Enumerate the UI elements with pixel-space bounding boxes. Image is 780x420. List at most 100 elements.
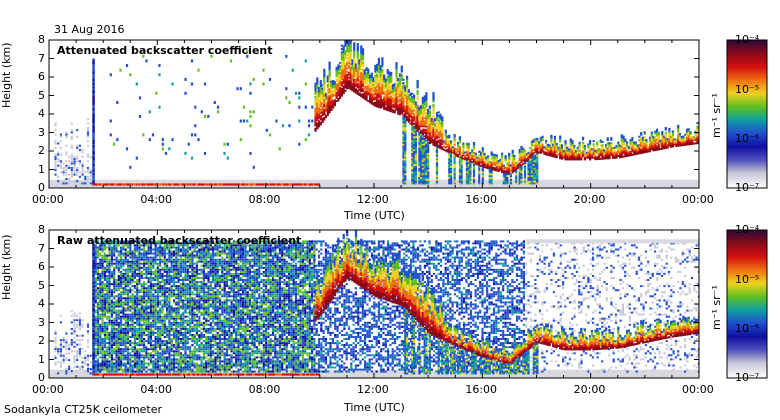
fallstreak-cell [435,182,439,185]
cloud-cell [367,90,370,93]
noise-cell [110,340,113,343]
cloud-cell [696,125,699,128]
noise-cell [108,334,111,336]
noise-cell [126,244,130,247]
noise-cell [108,342,111,345]
noise-cell [117,240,120,243]
cloud-cell [367,70,370,73]
cloud-cell [555,149,558,152]
cloud-cell [442,140,446,143]
cloud-cell [608,155,611,158]
cloud-cell [643,149,646,152]
speckle-cell [249,151,252,155]
cloud-cell [513,161,516,164]
noise-cell [94,264,97,267]
noise-cell [96,315,100,318]
cloud-cell [513,156,516,159]
cloud-cell [469,157,472,160]
ground-layer-cell [300,183,303,186]
cloud-cell [383,74,386,77]
fallstreak-cell [490,176,493,179]
streak-cell [92,132,95,135]
noise-cell [129,360,132,363]
fallstreak-cell [418,154,421,157]
cloud-cell [518,157,521,160]
cloud-cell [539,138,542,141]
noise-cell [120,305,123,308]
noise-cell [96,295,100,298]
cloud-cell [460,151,463,154]
noise-cell [106,275,109,277]
ground-layer-cell [108,183,111,186]
cloud-cell [534,146,537,148]
cloud-cell [611,153,615,156]
ground-layer-cell [296,183,299,186]
noise-cell [106,270,109,273]
cloud-cell [661,134,664,137]
cloud-cell [340,69,343,72]
cloud-cell [462,157,465,160]
cloud-cell [529,157,532,159]
cloud-cell [397,96,400,98]
fallstreak-cell [450,169,453,172]
noise-cell [103,311,106,314]
cloud-cell [541,149,544,151]
fallstreak-cell [450,160,453,163]
cloud-cell [390,98,393,101]
noise-cell [117,313,120,316]
cloud-cell [360,80,363,83]
cloud-cell [571,156,574,159]
noise-cell [117,283,120,286]
precip-cell [78,162,81,165]
cloud-cell [634,148,637,151]
cloud-cell [626,151,629,154]
cloud-cell [372,97,375,100]
cloud-cell [351,76,354,78]
fallstreak-cell [411,126,414,129]
cloud-cell [400,88,403,91]
fallstreak-cell [529,176,532,179]
fallstreak-cell [411,136,414,139]
fallstreak-cell [490,171,493,174]
precip-cell [62,166,65,169]
cloud-cell [425,113,428,116]
noise-cell [101,327,104,330]
cloud-cell [321,91,324,94]
cloud-cell [363,91,366,94]
cloud-cell [513,165,516,167]
noise-cell [129,246,132,249]
cloud-cell [636,144,639,147]
cloud-cell [340,62,343,65]
cloud-cell [370,100,373,103]
cloud-cell [372,85,375,88]
fallstreak-cell [425,160,428,163]
cloud-cell [391,90,395,93]
cloud-cell [370,95,373,98]
cloud-cell [462,149,465,152]
cloud-cell [490,158,493,160]
cloud-cell [406,94,409,96]
cloud-cell [383,107,386,110]
noise-cell [110,252,113,255]
cloud-cell [340,48,343,50]
noise-cell [94,250,97,253]
fallstreak-cell [411,156,414,159]
precip-cell [89,155,92,158]
cloud-cell [342,80,345,83]
noise-cell [101,272,104,275]
cloud-cell [479,161,483,164]
cloud-cell [381,77,384,80]
cloud-cell [323,112,326,114]
cloud-cell [416,116,419,119]
cloud-cell [416,98,419,101]
cloud-cell [395,83,398,86]
cloud-cell [416,91,419,94]
cloud-cell [398,99,402,102]
cloud-cell [407,100,410,103]
cloud-cell [634,153,637,156]
cloud-cell [432,108,435,111]
fallstreak-cell [532,178,535,181]
noise-cell [96,368,100,371]
fallstreak-cell [414,141,417,144]
cloud-cell [388,93,391,95]
